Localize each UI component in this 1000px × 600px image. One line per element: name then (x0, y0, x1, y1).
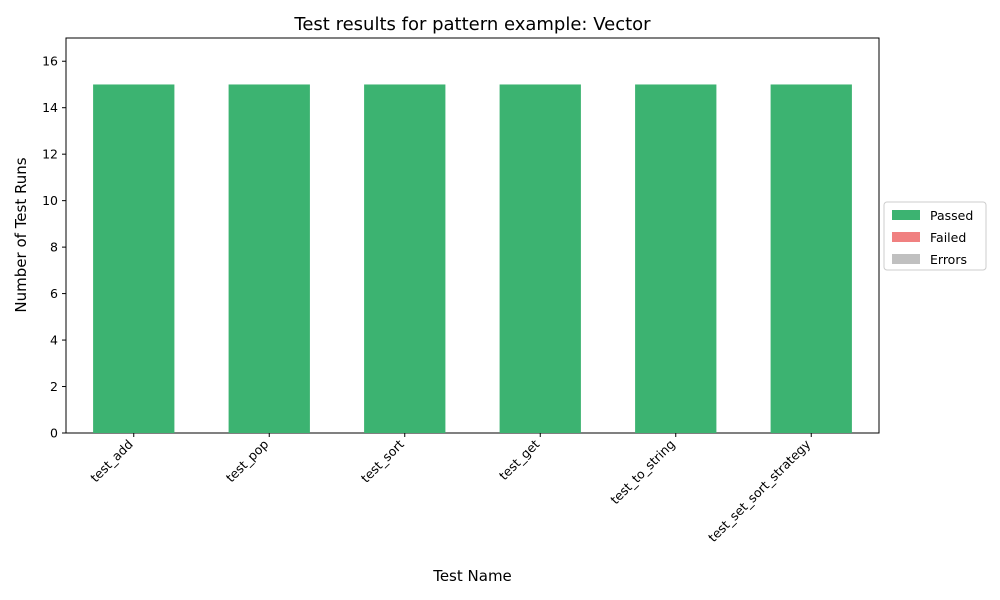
legend-label-failed: Failed (930, 230, 966, 245)
y-axis-title: Number of Test Runs (12, 157, 30, 312)
x-tick-label: test_to_string (607, 437, 678, 508)
x-tick-label: test_sort (358, 436, 407, 485)
legend-swatch-passed (892, 210, 920, 220)
legend: Passed Failed Errors (883, 201, 987, 271)
y-axis-ticks: 0 2 4 6 8 10 12 14 16 (42, 54, 66, 441)
legend-label-errors: Errors (930, 252, 967, 267)
legend-swatch-errors (892, 254, 920, 264)
x-tick-label: test_set_sort_strategy (705, 436, 814, 545)
x-axis-title: Test Name (432, 567, 512, 585)
y-tick-label: 14 (42, 100, 58, 115)
legend-swatch-failed (892, 232, 920, 242)
x-tick-label: test_add (87, 437, 136, 486)
bar-passed-test_sort (364, 84, 446, 434)
bar-passed-test_add (93, 84, 175, 434)
y-tick-label: 0 (50, 426, 58, 441)
bar-passed-test_get (499, 84, 581, 434)
plot-frame (65, 37, 880, 434)
y-tick-label: 8 (50, 240, 58, 255)
y-tick-label: 6 (50, 286, 58, 301)
y-tick-label: 10 (42, 193, 58, 208)
legend-label-passed: Passed (930, 208, 973, 223)
y-tick-label: 16 (42, 54, 58, 69)
y-tick-label: 12 (42, 147, 58, 162)
bar-passed-test_to_string (635, 84, 717, 434)
bar-passed-test_set_sort_strategy (770, 84, 852, 434)
bars-group (93, 84, 852, 434)
x-axis-ticks: test_add test_pop test_sort test_get test_to… (87, 433, 814, 545)
x-tick-label: test_pop (223, 436, 272, 485)
bar-passed-test_pop (228, 84, 310, 434)
y-tick-label: 4 (50, 333, 58, 348)
x-tick-label: test_get (496, 436, 543, 483)
plot-area (65, 37, 880, 434)
y-tick-label: 2 (50, 379, 58, 394)
chart-title: Test results for pattern example: Vector (293, 14, 651, 35)
